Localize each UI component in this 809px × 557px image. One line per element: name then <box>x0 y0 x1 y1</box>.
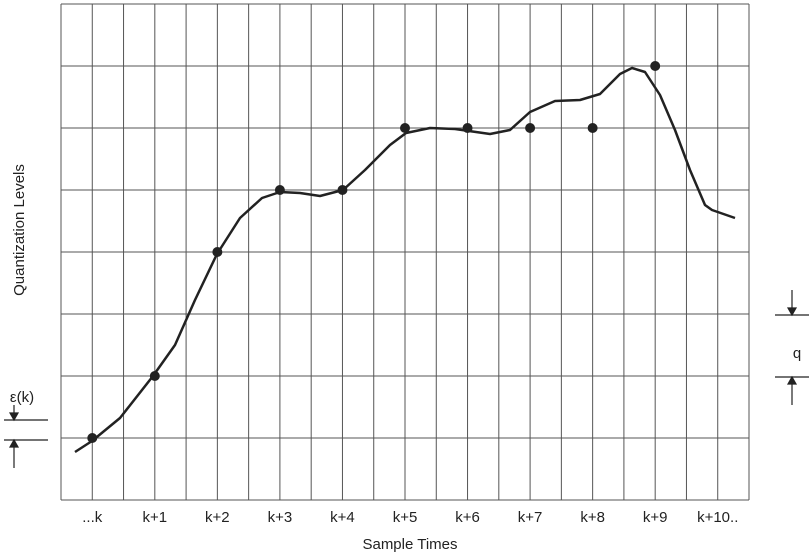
epsilon-marker <box>4 405 48 468</box>
x-tick-label: ...k <box>82 509 103 526</box>
page: {"chart_data": {"type": "scatter", "x_la… <box>0 0 809 557</box>
x-tick-label: k+4 <box>330 509 355 526</box>
annotation: q <box>793 345 801 362</box>
sample-point <box>400 123 410 133</box>
sample-point <box>150 371 160 381</box>
x-axis-label: Sample Times <box>362 536 457 553</box>
sample-point <box>463 123 473 133</box>
x-tick-label: k+1 <box>143 509 168 526</box>
x-tick-label: k+2 <box>205 509 230 526</box>
chart: Quantization Levels Sample Times ε(k) q … <box>0 0 809 557</box>
x-tick-label: k+7 <box>518 509 543 526</box>
x-tick-label: k+3 <box>268 509 293 526</box>
annotation: ε(k) <box>10 389 34 406</box>
sample-point <box>650 61 660 71</box>
x-tick-label: k+10.. <box>697 509 738 526</box>
sample-point <box>525 123 535 133</box>
sample-point <box>87 433 97 443</box>
sample-point <box>588 123 598 133</box>
x-tick-label: k+8 <box>580 509 605 526</box>
sample-point <box>212 247 222 257</box>
x-tick-label: k+5 <box>393 509 418 526</box>
y-axis-label: Quantization Levels <box>11 164 28 296</box>
sample-point <box>337 185 347 195</box>
sample-point <box>275 185 285 195</box>
x-tick-label: k+9 <box>643 509 668 526</box>
x-tick-label: k+6 <box>455 509 480 526</box>
